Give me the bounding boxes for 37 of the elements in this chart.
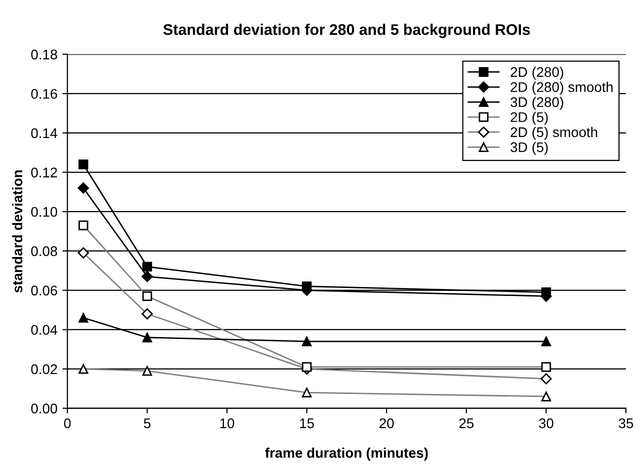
point — [302, 281, 312, 292]
point — [142, 262, 152, 272]
x-tick-label: 15 — [300, 418, 314, 428]
x-tick-label: 10 — [220, 418, 234, 428]
y-tick-label: 0.14 — [31, 128, 58, 138]
legend-label: 2D (280) smooth — [510, 82, 613, 95]
point — [78, 312, 88, 323]
x-tick-label: 30 — [538, 418, 554, 428]
y-tick-label: 0.02 — [31, 364, 57, 374]
x-tick-label: 25 — [459, 418, 474, 428]
x-tick-label: 35 — [618, 418, 634, 428]
y-tick-label: 0.06 — [31, 286, 58, 296]
legend-label: 3D (280) — [510, 96, 564, 110]
y-tick-label: 0.10 — [31, 206, 58, 217]
point — [302, 336, 312, 346]
legend-label: 2D (5) — [510, 112, 548, 125]
y-tick-label: 0.00 — [31, 404, 58, 414]
point — [142, 332, 152, 342]
legend-label: 2D (5) smooth — [510, 126, 598, 140]
legend-label: 3D (5) — [510, 142, 548, 155]
y-tick-label: 0.08 — [31, 246, 58, 256]
y-tick-label: 0.04 — [31, 324, 58, 335]
legend-label: 2D (280) — [510, 66, 564, 80]
y-tick-label: 0.18 — [31, 50, 58, 60]
point — [78, 182, 89, 194]
x-axis-title: frame duration (minutes) — [265, 448, 428, 461]
x-tick-label: 5 — [144, 418, 150, 428]
point — [541, 336, 552, 346]
point — [142, 270, 153, 282]
x-tick-label: 0 — [64, 418, 71, 428]
y-tick-label: 0.16 — [31, 88, 58, 99]
y-tick-label: 0.12 — [31, 168, 57, 178]
chart-title: Standard deviation for 280 and 5 background ROIs — [163, 24, 530, 38]
point — [78, 160, 88, 170]
point — [541, 287, 552, 298]
x-tick-label: 20 — [380, 418, 394, 428]
y-axis-title: standard deviation — [12, 170, 22, 293]
